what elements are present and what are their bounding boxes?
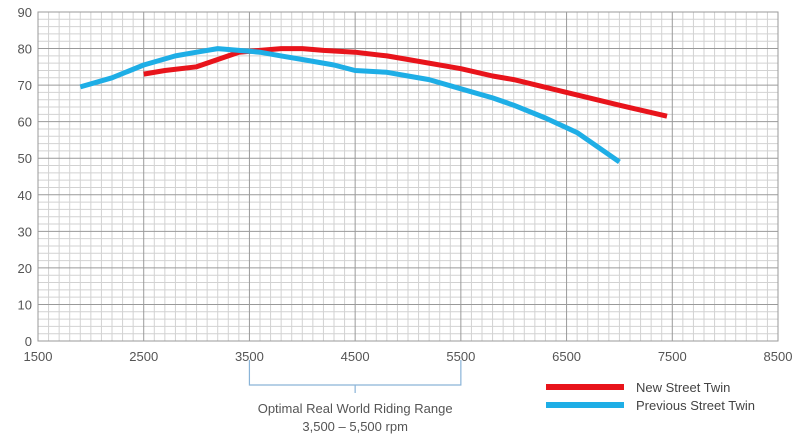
range-bracket: [248, 360, 462, 393]
x-tick-label: 8500: [764, 349, 793, 364]
y-tick-label: 60: [18, 115, 32, 130]
y-tick-label: 80: [18, 42, 32, 57]
x-tick-label: 1500: [24, 349, 53, 364]
x-tick-label: 2500: [129, 349, 158, 364]
series-lines: [79, 46, 668, 164]
range-label: Optimal Real World Riding Range: [258, 401, 453, 416]
y-tick-label: 30: [18, 224, 32, 239]
x-tick-label: 3500: [235, 349, 264, 364]
riding-range-annotation: Optimal Real World Riding Range 3,500 – …: [248, 360, 462, 434]
y-tick-label: 90: [18, 5, 32, 20]
x-tick-label: 5500: [446, 349, 475, 364]
y-tick-label: 0: [25, 334, 32, 349]
legend-label: Previous Street Twin: [636, 398, 755, 413]
x-tick-label: 7500: [658, 349, 687, 364]
legend-label: New Street Twin: [636, 380, 730, 395]
series-line-previous-street-twin: [79, 46, 621, 164]
x-tick-label: 4500: [341, 349, 370, 364]
series-line-new-street-twin: [143, 46, 668, 119]
y-tick-label: 40: [18, 188, 32, 203]
y-axis: 0 10 20 30 40 50 60 70 80 90: [18, 5, 32, 349]
x-tick-label: 6500: [552, 349, 581, 364]
range-rpm-label: 3,500 – 5,500 rpm: [302, 419, 408, 434]
y-tick-label: 50: [18, 151, 32, 166]
legend: New Street Twin Previous Street Twin: [546, 380, 755, 413]
y-tick-label: 20: [18, 261, 32, 276]
plot-frame: [37, 11, 779, 342]
y-tick-label: 10: [18, 297, 32, 312]
y-tick-label: 70: [18, 78, 32, 93]
x-axis: 1500 2500 3500 4500 5500 6500 7500 8500: [24, 349, 793, 364]
